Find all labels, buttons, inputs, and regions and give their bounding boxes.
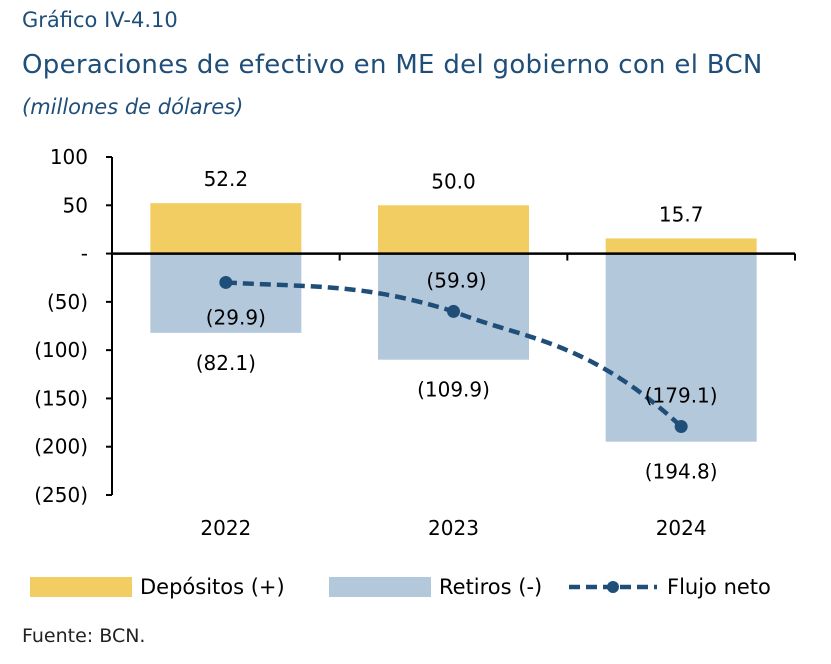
legend-item-flujo-neto: Flujo neto (567, 575, 771, 599)
legend-label-retiros: Retiros (-) (439, 575, 543, 599)
label-retiros-2022: (82.1) (196, 351, 256, 375)
y-tick-label-7: (250) (34, 483, 88, 507)
bar-retiros-2022 (150, 253, 302, 333)
y-tick-label-3: (50) (47, 290, 88, 314)
y-tick-label-0: 100 (50, 145, 88, 169)
legend-label-depositos: Depósitos (+) (140, 575, 285, 599)
label-depositos-2023: 50.0 (431, 169, 476, 193)
legend-label-flujo-neto: Flujo neto (667, 575, 771, 599)
legend-swatch-depositos (30, 577, 132, 597)
legend-swatch-retiros (329, 577, 431, 597)
label-flujo-neto-2024: (179.1) (645, 384, 718, 408)
bar-depositos-2023 (378, 205, 529, 254)
chart-label: Gráfico IV-4.10 (22, 8, 178, 32)
point-flujo-neto-2022 (219, 275, 233, 289)
y-tick-label-1: 50 (63, 193, 88, 217)
point-flujo-neto-2023 (447, 304, 460, 318)
label-flujo-neto-2022: (29.9) (206, 305, 266, 329)
label-flujo-neto-2023: (59.9) (426, 268, 486, 292)
label-depositos-2022: 52.2 (204, 167, 249, 191)
label-depositos-2024: 15.7 (659, 202, 704, 226)
point-flujo-neto-2024 (674, 420, 688, 434)
chart-title: Operaciones de efectivo en ME del gobier… (22, 50, 763, 80)
y-tick-label-2: - (81, 242, 88, 266)
label-retiros-2023: (109.9) (417, 378, 490, 402)
x-tick-label-2024: 2024 (656, 516, 707, 540)
y-tick-label-5: (150) (34, 386, 88, 410)
bar-retiros-2024 (605, 253, 757, 442)
chart-plot: 100 50 - (50) (100) (150) (200) (250) 2022 2023 20… (34, 145, 796, 540)
x-tick-label-2023: 2023 (428, 516, 479, 540)
legend: Depósitos (+) Retiros (-) Flujo neto (22, 575, 812, 603)
bar-depositos-2022 (150, 203, 302, 254)
legend-item-retiros: Retiros (-) (329, 575, 542, 599)
legend-item-depositos: Depósitos (+) (30, 575, 285, 599)
source-note: Fuente: BCN. (22, 625, 146, 647)
chart-subtitle: (millones de dólares) (22, 95, 244, 119)
label-retiros-2024: (194.8) (645, 460, 718, 484)
x-tick-label-2022: 2022 (200, 516, 251, 540)
y-tick-label-6: (200) (34, 435, 88, 459)
legend-swatch-flujo-neto (569, 581, 657, 593)
y-tick-label-4: (100) (34, 338, 88, 362)
bar-depositos-2024 (605, 238, 757, 254)
